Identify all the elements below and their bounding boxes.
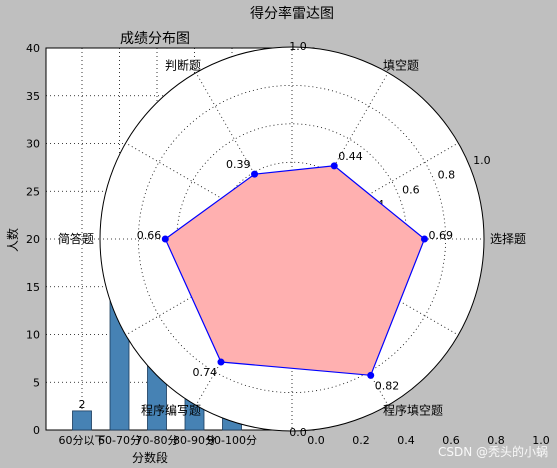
radar-r-tick-label: 0.6	[402, 183, 420, 196]
bar-y-tick-label: 20	[26, 233, 40, 246]
radar-value-label: 0.69	[428, 229, 453, 242]
radar-category-label: 程序编写题	[141, 402, 201, 417]
radar-point	[251, 170, 259, 178]
radar-category-label: 填空题	[383, 59, 419, 73]
bar-y-tick-label: 25	[26, 185, 40, 198]
bar-x-tick-label: 60分以下	[59, 434, 106, 447]
bar-y-axis-label: 人数	[5, 228, 20, 252]
bar-y-tick-label: 15	[26, 281, 40, 294]
radar-r-tick-label: 0.8	[438, 169, 456, 182]
polar-x-tick-label: 0.2	[352, 434, 370, 447]
bar-y-tick-label: 30	[26, 138, 40, 151]
bar	[72, 410, 92, 431]
polar-x-tick-label: 0.8	[487, 434, 505, 447]
radar-category-label: 简答题	[58, 231, 94, 246]
bar-gridlines	[46, 48, 314, 430]
radar-value-label: 0.74	[192, 366, 217, 379]
bar-y-tick-label: 5	[33, 376, 40, 389]
radar-category-label: 程序填空题	[383, 402, 443, 417]
bar-y-tick-label: 0	[33, 424, 40, 437]
radar-value-label: 0.66	[137, 229, 162, 242]
polar-x-tick-label: 0.6	[442, 434, 460, 447]
radar-point	[367, 371, 375, 379]
radar-value-label: 0.44	[338, 150, 363, 163]
radar-category-label: 判断题	[165, 58, 201, 73]
bar-value-label: 2	[79, 398, 86, 411]
watermark-text: CSDN @秃头的小蜗	[438, 444, 548, 459]
radar-chart-title: 得分率雷达图	[250, 5, 334, 22]
bar-y-ticks: 0 5 10 15 20 25 30 35 40	[26, 42, 40, 437]
bar-x-axis-label: 分数段	[132, 450, 168, 465]
radar-r-tick-label: 1.0	[473, 154, 491, 167]
radar-value-label: 0.82	[375, 379, 400, 392]
radar-point	[217, 358, 225, 366]
polar-x-ticks: 0.0 0.2 0.4 0.6 0.8 1.0	[307, 434, 550, 447]
polar-x-tick-label: 1.0	[532, 434, 550, 447]
radar-chart: 0.20.40.60.81.0 0.690.440.390.660.740.82…	[58, 5, 550, 447]
radar-value-label: 0.39	[226, 158, 251, 171]
radar-ring	[137, 84, 447, 394]
polar-x-tick-label: 0.0	[307, 434, 325, 447]
bar-y-tick-label: 10	[26, 329, 40, 342]
polar-x-tick-label: 0.4	[397, 434, 415, 447]
bar-chart-title: 成绩分布图	[120, 31, 190, 47]
radar-top-tick-label: 1.0	[289, 40, 307, 53]
bar-y-tick-label: 35	[26, 90, 40, 103]
bar-x-tick-label: 60-70分	[98, 434, 141, 447]
radar-points	[161, 162, 428, 379]
radar-point	[161, 235, 169, 243]
polar-y-tick-label: 0.0	[289, 426, 307, 439]
bar-x-tick-label: 70-80分	[136, 434, 179, 447]
radar-category-label: 选择题	[490, 232, 526, 246]
radar-point	[420, 235, 428, 243]
bar-x-tick-label: 90-100分	[207, 434, 257, 447]
bar-y-tick-label: 40	[26, 42, 40, 55]
radar-point	[330, 162, 338, 170]
radar-value-labels: 0.69 0.44 0.39 0.66 0.74 0.82	[137, 150, 453, 393]
radar-spoke	[125, 142, 293, 240]
bar-x-tick-label: 80-90分	[173, 434, 216, 447]
